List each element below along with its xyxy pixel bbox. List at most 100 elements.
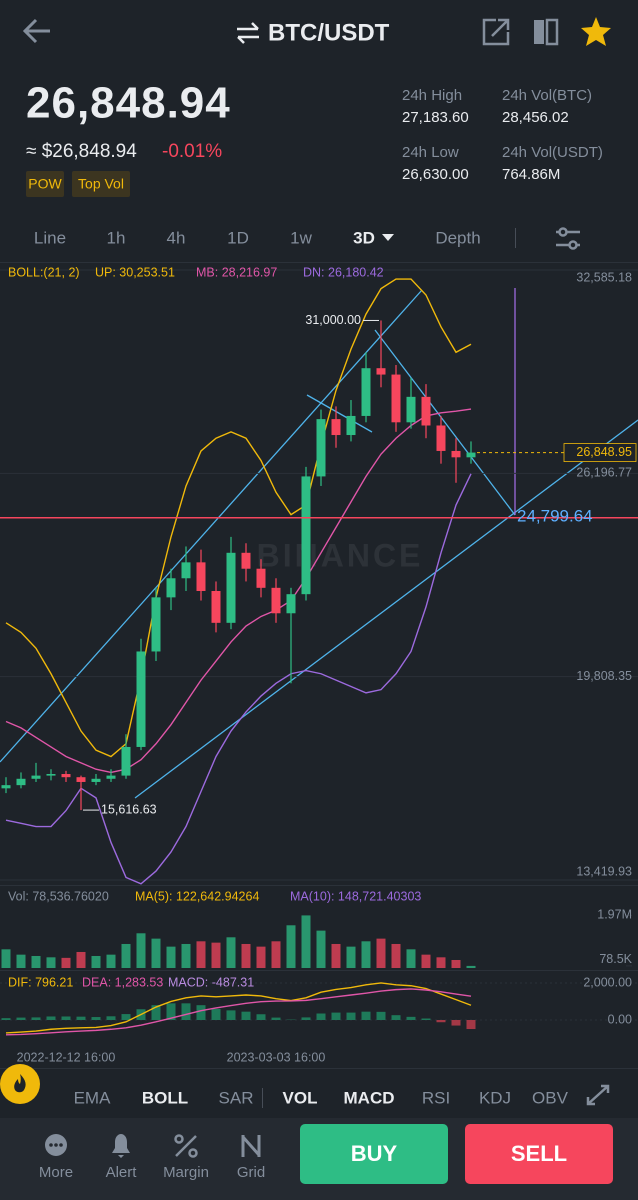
flame-icon (14, 1074, 26, 1093)
settings-icon[interactable] (556, 227, 580, 250)
volume-bar (376, 938, 386, 968)
sell-button[interactable] (465, 1124, 613, 1184)
sell-label[interactable]: SELL (511, 1141, 567, 1166)
macd-bar (316, 1013, 326, 1020)
last-price-label: 26,848.95 (576, 445, 632, 459)
legend-entry: MA(5): 122,642.94264 (135, 889, 259, 903)
boll-line (5, 408, 472, 774)
interval-tab[interactable]: Depth (435, 228, 480, 247)
fullscreen-icon[interactable] (586, 1084, 610, 1106)
interval-tab[interactable]: 1h (107, 228, 126, 247)
interval-tab[interactable]: Line (34, 228, 66, 247)
macd-line (5, 982, 472, 1034)
macd-bar (181, 1003, 191, 1020)
volume-bar (361, 941, 371, 968)
volume-bar (226, 937, 236, 968)
divider (0, 1068, 638, 1069)
share-icon[interactable] (482, 18, 510, 46)
indicator-tab[interactable]: KDJ (479, 1088, 511, 1107)
indicator-tab[interactable]: VOL (283, 1088, 318, 1107)
volume-bar (181, 943, 191, 968)
volume-bar (421, 954, 431, 968)
volume-bar (346, 946, 356, 968)
buy-button[interactable] (300, 1124, 448, 1184)
grid-icon[interactable] (241, 1135, 261, 1157)
candle-body (46, 774, 56, 776)
candle-body (136, 651, 146, 747)
indicator-tab[interactable]: OBV (532, 1088, 569, 1107)
tag-badge (26, 171, 64, 197)
nav-label[interactable]: Alert (106, 1164, 138, 1181)
divider (515, 228, 516, 248)
macd-bar (151, 1005, 161, 1020)
macd-bar (1, 1018, 11, 1020)
macd-bar (241, 1011, 251, 1020)
macd-bar (436, 1020, 446, 1023)
candle-body (76, 777, 86, 782)
macd-bar (61, 1016, 71, 1020)
macd-bar (211, 1008, 221, 1020)
candle-body (421, 396, 431, 426)
back-button[interactable] (22, 18, 50, 44)
boll-line (5, 473, 472, 885)
layout-icon[interactable] (534, 18, 559, 46)
buy-label[interactable]: BUY (351, 1141, 398, 1166)
interval-tab[interactable]: 1w (290, 228, 312, 247)
candle-body (16, 778, 26, 786)
candle-body (436, 425, 446, 451)
macd-bar (166, 1003, 176, 1020)
indicator-tab[interactable]: BOLL (142, 1088, 188, 1107)
candle-body (376, 368, 386, 375)
stat-label: 24h Vol(BTC) (502, 87, 592, 104)
nav-label[interactable]: Grid (237, 1164, 265, 1181)
nav-label[interactable]: Margin (163, 1164, 209, 1181)
fiat-price: ≈ $26,848.94 (26, 141, 137, 162)
macd-bar (76, 1016, 86, 1020)
candle-body (301, 476, 311, 595)
favorite-star[interactable] (581, 17, 611, 46)
candle-body (271, 587, 281, 614)
indicator-tab[interactable]: RSI (422, 1088, 450, 1107)
volume-bar (466, 965, 476, 968)
interval-tab[interactable]: 4h (167, 228, 186, 247)
legend-entry: DEA: 1,283.53 (82, 975, 163, 989)
macd-bar (16, 1017, 26, 1020)
y-tick-label: 26,196.77 (576, 466, 632, 480)
legend-entry: Vol: 78,536.76020 (8, 889, 109, 903)
candle-body (226, 552, 236, 623)
candle-body (361, 368, 371, 416)
volume-bar (211, 942, 221, 968)
more-icon[interactable] (45, 1134, 67, 1156)
volume-bar (46, 957, 56, 968)
volume-bar (406, 949, 416, 968)
candle-body (121, 746, 131, 776)
interval-tab[interactable]: 3D (353, 228, 375, 247)
volume-bar (316, 930, 326, 968)
indicator-tab[interactable]: EMA (74, 1088, 112, 1107)
candle-body (316, 419, 326, 477)
candle-body (151, 597, 161, 652)
macd-bar (301, 1017, 311, 1020)
y-tick-label: 32,585.18 (576, 270, 632, 284)
interval-tab[interactable]: 1D (227, 228, 249, 247)
macd-bar (91, 1017, 101, 1020)
alert-icon[interactable] (112, 1134, 130, 1158)
candle-body (61, 774, 71, 778)
y-tick-label: 19,808.35 (576, 669, 632, 683)
macd-bar (106, 1016, 116, 1020)
indicator-tab[interactable]: MACD (344, 1088, 395, 1107)
margin-icon[interactable] (174, 1134, 198, 1158)
y-tick-label: 2,000.00 (583, 975, 632, 989)
dropdown-arrow (382, 234, 394, 241)
swap-icon[interactable] (237, 22, 259, 44)
candle-body (406, 396, 416, 423)
candle-body (241, 552, 251, 569)
volume-bar (16, 954, 26, 968)
macd-bar (451, 1020, 461, 1026)
nav-label[interactable]: More (39, 1164, 73, 1181)
high-marker-label: 31,000.00 (305, 313, 361, 327)
indicator-tab[interactable]: SAR (219, 1088, 254, 1107)
